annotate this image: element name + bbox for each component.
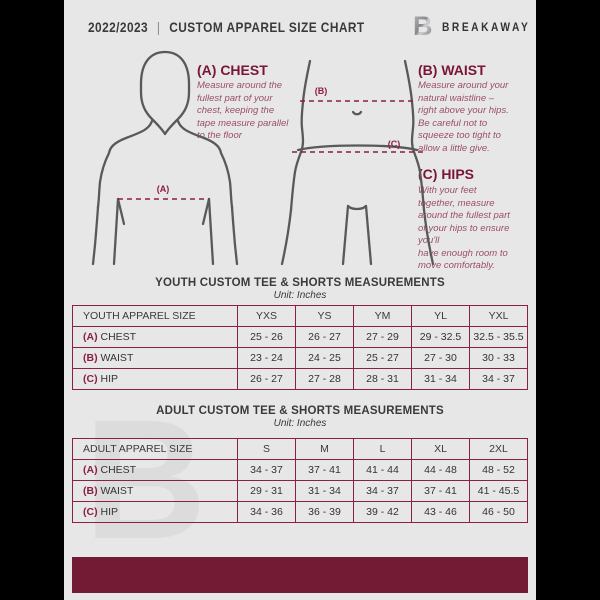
svg-text:(A): (A)	[157, 184, 170, 194]
svg-text:(C): (C)	[388, 139, 401, 149]
svg-text:(B): (B)	[315, 86, 328, 96]
